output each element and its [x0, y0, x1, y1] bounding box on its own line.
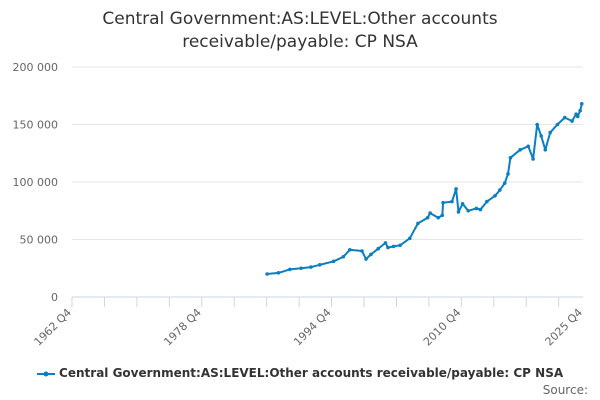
y-tick-label: 50 000 — [20, 234, 59, 247]
chart-title-line1: Central Government:AS:LEVEL:Other accoun… — [102, 9, 498, 29]
data-point — [428, 211, 432, 215]
data-point — [485, 199, 489, 204]
legend-item[interactable]: Central Government:AS:LEVEL:Other accoun… — [0, 366, 600, 380]
data-point — [348, 248, 352, 252]
data-point — [466, 208, 471, 213]
data-point — [456, 210, 461, 214]
x-tick-label: 1994 Q4 — [291, 306, 334, 349]
data-point — [391, 244, 396, 249]
data-point — [265, 272, 269, 276]
data-point — [454, 187, 458, 191]
data-point — [408, 236, 412, 241]
x-tick-label: 2010 Q4 — [421, 306, 464, 349]
y-tick-label: 0 — [51, 291, 58, 304]
chart-title-line2: receivable/payable: CP NSA — [182, 32, 418, 52]
series-line — [267, 103, 583, 275]
data-point — [287, 267, 292, 272]
data-point — [562, 115, 567, 120]
data-point — [341, 254, 346, 259]
data-point — [386, 245, 390, 250]
data-point — [416, 221, 420, 226]
data-point — [299, 266, 303, 271]
x-tick-label: 2025 Q4 — [543, 306, 586, 349]
data-point — [570, 119, 574, 123]
data-point — [579, 102, 584, 106]
data-point — [474, 206, 479, 211]
data-point — [543, 148, 548, 152]
data-point — [493, 194, 497, 198]
data-point — [383, 241, 388, 245]
data-point — [450, 199, 454, 204]
data-point — [518, 148, 522, 152]
data-point — [331, 259, 336, 264]
data-point — [425, 215, 430, 220]
data-point — [575, 114, 580, 119]
data-point — [317, 263, 322, 267]
data-point — [460, 202, 465, 206]
y-tick-label: 200 000 — [13, 61, 59, 74]
data-point — [535, 122, 539, 127]
data-point — [376, 246, 380, 251]
chart-title: Central Government:AS:LEVEL:Other accoun… — [0, 8, 600, 54]
legend-marker-icon — [36, 371, 55, 376]
data-point — [531, 157, 535, 161]
data-point — [526, 144, 531, 149]
data-point — [436, 215, 441, 220]
y-tick-label: 100 000 — [13, 176, 59, 189]
data-point — [555, 122, 560, 127]
y-tick-label: 150 000 — [13, 119, 59, 132]
data-point — [440, 213, 445, 218]
data-point — [398, 243, 402, 248]
data-point — [369, 252, 373, 257]
data-point — [309, 265, 313, 269]
data-point — [539, 134, 544, 138]
data-point — [276, 271, 281, 275]
data-point — [578, 108, 582, 113]
data-point — [441, 200, 445, 205]
data-point — [506, 172, 510, 176]
data-point — [508, 156, 513, 160]
data-point — [498, 188, 502, 192]
data-point — [364, 257, 368, 261]
data-point — [478, 207, 483, 212]
data-point — [502, 181, 507, 185]
legend-label: Central Government:AS:LEVEL:Other accoun… — [59, 366, 564, 380]
data-point — [548, 130, 552, 135]
x-tick-label: 1978 Q4 — [161, 306, 204, 349]
data-point — [360, 249, 364, 253]
x-tick-label: 1962 Q4 — [32, 306, 75, 349]
source-label: Source: — [542, 383, 588, 397]
